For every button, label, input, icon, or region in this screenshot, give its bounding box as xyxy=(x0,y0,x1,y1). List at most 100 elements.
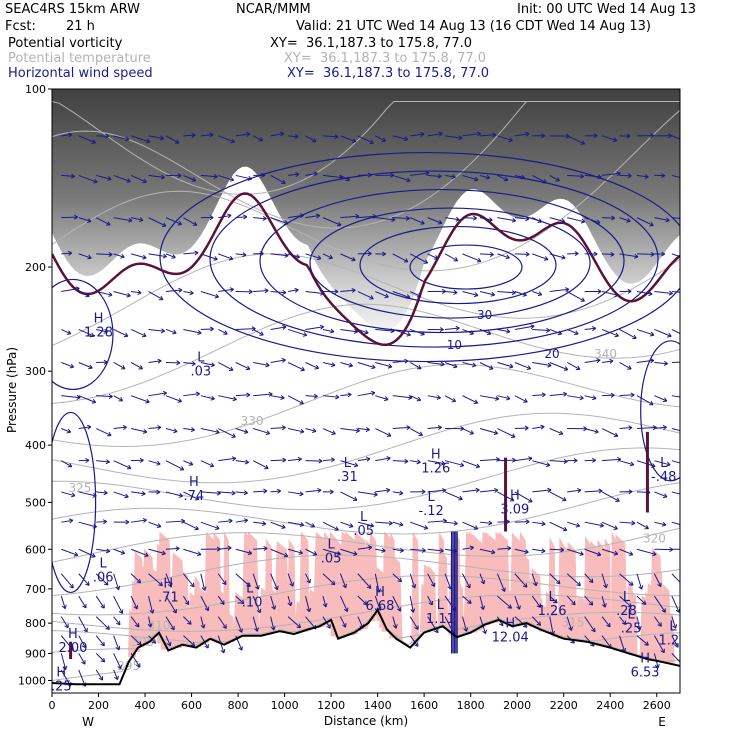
wind-vector xyxy=(96,328,108,333)
wind-vector xyxy=(584,359,601,363)
wind-vector xyxy=(497,174,508,181)
wind-vector xyxy=(619,394,635,397)
wind-vector xyxy=(60,595,66,609)
x-tick-label: 200 xyxy=(88,699,109,712)
wind-vector-head xyxy=(265,362,270,368)
wind-vector xyxy=(253,217,267,220)
wind-vector-head xyxy=(262,215,267,221)
wind-vector-head xyxy=(507,604,512,609)
wind-vector-head xyxy=(632,334,637,340)
wind-vector xyxy=(601,595,606,608)
wind-vector-head xyxy=(282,289,287,295)
wind-vector xyxy=(409,595,414,613)
wind-vector-head xyxy=(149,609,155,614)
wind-vector xyxy=(78,616,88,633)
wind-vector xyxy=(671,174,680,179)
wind-vector-head xyxy=(259,331,264,336)
wind-vector-head xyxy=(403,258,409,263)
x-tick-label: 400 xyxy=(135,699,156,712)
wind-vector-head xyxy=(215,429,220,435)
wind-vector xyxy=(479,253,494,256)
wind-vector-head xyxy=(160,174,165,180)
wind-vector-head xyxy=(403,136,409,142)
wind-vector xyxy=(165,428,178,433)
wind-vector xyxy=(270,253,289,257)
wind-vector xyxy=(636,395,654,406)
wind-vector-head xyxy=(362,600,368,606)
wind-vector-head xyxy=(628,581,634,586)
wind-vector-head xyxy=(265,430,271,435)
hl-annotation: H1.26 xyxy=(421,447,450,476)
wind-vector xyxy=(532,489,552,493)
wind-vector xyxy=(427,217,443,224)
wind-vector xyxy=(392,217,410,219)
wind-vector xyxy=(392,573,402,582)
wind-vector-head xyxy=(636,626,642,631)
wind-vector xyxy=(61,216,78,219)
wind-vector-head xyxy=(652,551,657,557)
wind-vector-head xyxy=(102,519,107,525)
wind-vector xyxy=(549,393,567,397)
wind-vector xyxy=(427,174,442,177)
wind-vector xyxy=(549,288,569,293)
wind-vector xyxy=(357,362,376,369)
wind-vector-head xyxy=(558,430,564,436)
wind-vector-head xyxy=(562,526,568,532)
wind-vector-head xyxy=(347,392,352,398)
wind-vector-head xyxy=(174,139,180,144)
wind-vector xyxy=(270,521,286,529)
wind-vector xyxy=(566,595,576,606)
wind-vector-head xyxy=(135,622,140,628)
wind-vector xyxy=(183,573,195,588)
wind-vector xyxy=(78,426,92,430)
wind-vector-head xyxy=(184,600,190,606)
wind-vector-head xyxy=(228,366,234,371)
wind-vector-head xyxy=(541,548,546,554)
wind-vector xyxy=(427,616,439,633)
wind-vector xyxy=(270,427,286,430)
wind-vector-head xyxy=(610,392,615,398)
wind-vector-head xyxy=(485,174,491,180)
wind-vector-head xyxy=(204,606,210,612)
wind-vector-head xyxy=(381,547,386,553)
theta-label: 325 xyxy=(68,481,91,495)
wind-vector xyxy=(654,521,666,526)
wind-vector-head xyxy=(222,624,227,629)
wind-speed-contour xyxy=(259,188,625,334)
wind-vector xyxy=(531,616,541,626)
wind-vector-head xyxy=(192,221,198,226)
wind-vector xyxy=(61,395,81,399)
wind-vector xyxy=(514,217,530,220)
wind-vector xyxy=(567,489,582,493)
wind-vector xyxy=(96,548,110,552)
wind-vector-head xyxy=(276,488,282,494)
wind-vector xyxy=(270,217,289,225)
theta-label: 310 xyxy=(148,618,171,632)
wind-vector-head xyxy=(505,254,510,260)
legend-pv-xy: XY= 36.1,187.3 to 175.8, 77.0 xyxy=(270,36,473,51)
wind-vector xyxy=(462,595,472,604)
pv-plume xyxy=(299,531,311,631)
wind-vector-head xyxy=(201,586,207,591)
hl-letter: L xyxy=(360,510,368,525)
wind-vector xyxy=(601,548,618,555)
wind-vector xyxy=(549,217,565,223)
wind-vector-head xyxy=(406,177,411,183)
wind-vector xyxy=(235,519,248,523)
wind-vector-head xyxy=(351,287,356,293)
wind-vector xyxy=(427,361,445,365)
wind-vector xyxy=(130,595,138,610)
y-tick-label: 600 xyxy=(25,543,46,556)
wind-vector-head xyxy=(530,324,535,330)
theta-contour xyxy=(52,412,680,484)
x-tick-label: 1200 xyxy=(317,699,345,712)
wind-vector-head xyxy=(245,365,251,371)
x-tick-label: 1000 xyxy=(271,699,299,712)
wind-vector xyxy=(636,253,655,255)
wind-vector xyxy=(602,253,615,256)
wind-vector-head xyxy=(657,622,662,627)
wind-vector xyxy=(218,520,233,523)
wind-vector xyxy=(340,135,357,143)
wind-vector xyxy=(218,288,234,293)
wind-vector xyxy=(619,521,635,524)
